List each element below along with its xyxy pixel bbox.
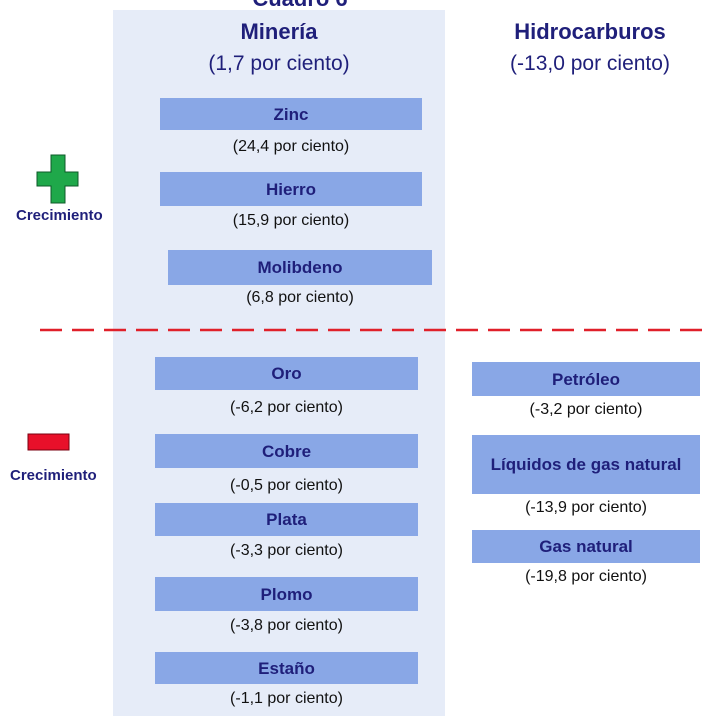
item-value: (-3,2 por ciento)	[529, 401, 643, 418]
item-box: Molibdeno	[168, 250, 432, 285]
item-box: Gas natural	[472, 530, 700, 563]
item-box: Oro	[155, 357, 418, 390]
item-value: (15,9 por ciento)	[232, 212, 350, 229]
title: Cuadro 6	[200, 0, 400, 12]
column-heading: Hidrocarburos	[514, 19, 666, 44]
item-value: (-13,9 por ciento)	[525, 499, 647, 516]
item-value: (-3,3 por ciento)	[230, 542, 343, 559]
minus-icon	[27, 433, 70, 451]
item-value: (-19,8 por ciento)	[525, 568, 647, 585]
item-value: (-1,1 por ciento)	[230, 690, 343, 707]
item-value: (-3,8 por ciento)	[230, 617, 343, 634]
item-box: Plomo	[155, 577, 418, 611]
item-box: Líquidos de gas natural	[472, 435, 700, 494]
indicator-label: Crecimiento	[10, 467, 97, 484]
item-box: Estaño	[155, 652, 418, 684]
item-value: (24,4 por ciento)	[232, 138, 350, 155]
indicator-label: Crecimiento	[16, 207, 103, 224]
plus-icon	[36, 154, 79, 204]
item-value: (6,8 por ciento)	[246, 289, 354, 306]
item-box: Petróleo	[472, 362, 700, 396]
item-box: Plata	[155, 503, 418, 536]
item-box: Hierro	[160, 172, 422, 206]
column-subheading: (-13,0 por ciento)	[510, 52, 670, 75]
item-value: (-0,5 por ciento)	[230, 477, 343, 494]
column-heading: Minería	[240, 19, 318, 44]
item-box: Zinc	[160, 98, 422, 130]
item-box: Cobre	[155, 434, 418, 468]
item-value: (-6,2 por ciento)	[230, 399, 343, 416]
column-subheading: (1,7 por ciento)	[208, 52, 350, 75]
